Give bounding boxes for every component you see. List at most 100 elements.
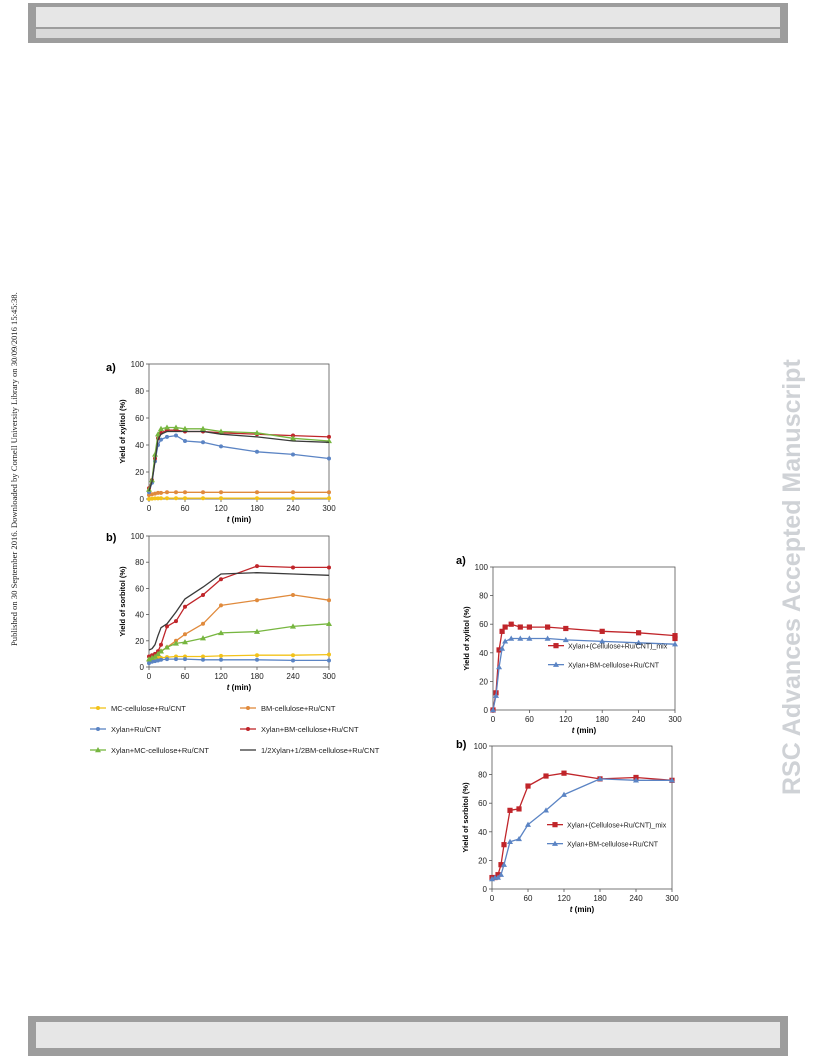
series-line [148, 430, 330, 492]
data-point [291, 658, 295, 663]
data-point [147, 497, 151, 501]
legend-marker [95, 747, 101, 753]
y-tick-label: 20 [479, 677, 488, 686]
legend-label: Xylan+Ru/CNT [111, 725, 162, 734]
x-tick-label: 0 [147, 504, 152, 513]
data-point [563, 625, 569, 632]
x-axis-label-italic: t [572, 726, 575, 735]
x-axis-label-rest: (min) [229, 515, 251, 524]
data-point [544, 635, 551, 641]
data-point [672, 633, 678, 639]
x-tick-label: 60 [524, 894, 533, 903]
watermark-text: RSC Advances Accepted Manuscript [778, 359, 806, 795]
data-point [327, 496, 331, 501]
data-point [174, 496, 178, 501]
data-point [174, 657, 178, 662]
data-point [327, 565, 331, 570]
data-point [502, 638, 509, 644]
y-axis-label: Yield of xylitol (%) [462, 606, 471, 671]
data-point [517, 635, 524, 641]
data-point [201, 440, 205, 445]
y-tick-label: 60 [479, 620, 488, 629]
data-point [165, 657, 169, 662]
chart-xylitol-left: a) 0 20 40 60 80 100 0 60 120 180 240 300 t (min) Yiel… [106, 360, 336, 524]
data-point [493, 692, 500, 698]
y-tick-label: 60 [135, 414, 144, 423]
legend-label: Xylan+(Cellulose+Ru/CNT)_mix [567, 823, 667, 830]
y-tick-label: 60 [478, 799, 487, 808]
data-point [516, 835, 522, 842]
data-point [545, 624, 551, 630]
data-point [158, 648, 164, 654]
y-tick-label: 100 [131, 360, 145, 369]
plot-frame [491, 745, 673, 890]
data-point [183, 604, 187, 609]
x-tick-label: 180 [250, 672, 264, 681]
x-tick-label: 240 [286, 504, 300, 513]
x-tick-label: 120 [557, 894, 571, 903]
y-tick-label: 60 [135, 584, 144, 593]
data-point [183, 632, 187, 637]
data-point [255, 496, 259, 501]
data-point [153, 496, 157, 501]
data-point [599, 628, 605, 634]
data-point [149, 654, 155, 661]
legend-label: MC-cellulose+Ru/CNT [111, 704, 186, 713]
x-axis-label-rest: (min) [229, 683, 251, 692]
data-point [200, 425, 206, 431]
data-point [155, 431, 161, 437]
data-point [526, 624, 532, 630]
data-point [525, 821, 531, 827]
data-point [182, 425, 188, 431]
legend-marker [96, 727, 100, 731]
y-axis-label: Yield of sorbitol (%) [118, 566, 127, 637]
x-tick-label: 240 [629, 894, 643, 903]
data-point [291, 490, 295, 495]
data-point [219, 653, 223, 658]
data-point [201, 657, 205, 662]
data-point [159, 490, 163, 495]
legend-label: Xylan+BM-cellulose+Ru/CNT [568, 663, 660, 670]
data-point [290, 435, 296, 441]
data-point [561, 770, 567, 776]
x-tick-label: 60 [181, 672, 190, 681]
data-point [508, 621, 514, 627]
data-point [173, 424, 179, 430]
series-line [148, 572, 330, 651]
data-point [561, 791, 567, 797]
data-point [507, 838, 513, 845]
chart-sorbitol-left: b) 0 20 40 60 80 100 0 60 120 180 240 300 t (min) Yiel… [106, 532, 336, 692]
data-point [183, 490, 187, 495]
data-point [165, 434, 169, 439]
legend-marker [552, 840, 558, 846]
data-point [201, 621, 205, 626]
data-point [173, 640, 179, 646]
footer-bar [28, 1016, 788, 1056]
series-line [148, 594, 330, 661]
data-point [153, 659, 157, 664]
y-tick-label: 40 [479, 649, 488, 658]
data-point [219, 496, 223, 501]
data-point [164, 644, 170, 650]
data-point [291, 452, 295, 457]
header-bar-inner [36, 7, 780, 27]
watermark: RSC Advances Accepted Manuscript [778, 359, 806, 795]
x-tick-label: 0 [490, 894, 495, 903]
data-point [499, 628, 505, 634]
data-point [516, 806, 522, 812]
y-axis-label: Yield of sorbitol (%) [461, 782, 470, 853]
x-axis-label-italic: t [570, 905, 573, 914]
data-point [255, 598, 259, 603]
legend-marker [552, 822, 558, 828]
data-point [200, 635, 206, 641]
data-point [496, 647, 502, 653]
legend-marker [553, 661, 559, 667]
data-point [255, 653, 259, 658]
data-point [201, 592, 205, 597]
x-tick-label: 180 [593, 894, 607, 903]
x-tick-label: 240 [286, 672, 300, 681]
data-point [633, 777, 639, 783]
data-point [498, 871, 504, 877]
legend-label: BM-cellulose+Ru/CNT [261, 704, 336, 713]
data-point [517, 624, 523, 630]
